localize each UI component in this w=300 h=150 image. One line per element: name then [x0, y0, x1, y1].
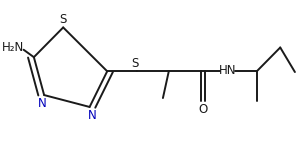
Text: S: S	[59, 13, 67, 26]
Text: N: N	[88, 109, 97, 122]
Text: O: O	[198, 103, 207, 116]
Text: HN: HN	[219, 64, 236, 78]
Text: H₂N: H₂N	[2, 41, 25, 54]
Text: N: N	[38, 98, 47, 111]
Text: S: S	[131, 57, 139, 70]
